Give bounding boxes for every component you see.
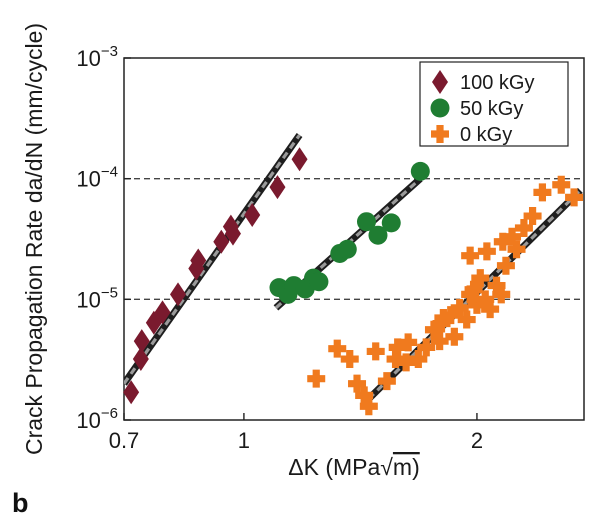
point-1-7 (337, 239, 357, 259)
fit-line-0-dash (124, 134, 301, 385)
point-2-20 (450, 298, 469, 317)
sqrt-symbol: √ (380, 454, 393, 480)
point-0-2 (133, 329, 150, 354)
delta-symbol: Δ (288, 454, 303, 480)
point-1-8 (356, 212, 376, 232)
data-points (123, 147, 584, 416)
point-2-21 (457, 310, 476, 329)
point-2-34 (503, 227, 522, 246)
legend-marker-1 (430, 98, 450, 118)
x-axis-label: ΔK (MPa√m) (288, 454, 420, 480)
point-2-12 (409, 350, 428, 369)
point-2-35 (507, 240, 526, 259)
point-0-13 (291, 147, 308, 172)
point-2-18 (441, 306, 460, 325)
y-axis-label: Crack Propagation Rate da/dN (mm/cycle) (21, 23, 47, 455)
y-axis-ticks: 10−3 10−4 10−5 10−6 (76, 43, 131, 433)
point-0-12 (269, 175, 286, 200)
point-2-25 (471, 269, 490, 288)
point-2-36 (514, 219, 533, 238)
reference-lines (124, 177, 584, 301)
point-0-7 (190, 248, 207, 273)
point-0-8 (213, 229, 230, 254)
point-2-40 (565, 188, 584, 207)
point-2-9 (388, 338, 407, 357)
point-2-8 (386, 350, 405, 369)
legend-marker-2 (431, 125, 449, 143)
point-1-9 (368, 225, 388, 245)
point-2-19 (445, 327, 464, 346)
point-2-32 (477, 242, 496, 261)
x-tick-label-1: 1 (238, 428, 250, 453)
point-2-31 (461, 246, 480, 265)
panel-label: b (12, 488, 29, 518)
point-2-33 (493, 232, 512, 251)
x-unit-m: m) (393, 454, 420, 480)
legend-label-0: 100 kGy (460, 72, 534, 94)
plot-frame (123, 57, 585, 421)
point-2-13 (417, 338, 436, 357)
point-1-11 (410, 161, 430, 181)
point-2-7 (377, 372, 396, 391)
point-0-10 (222, 214, 239, 239)
point-2-28 (487, 276, 506, 295)
y-tick-label-0: 10−3 (76, 43, 118, 71)
series-2 (307, 175, 584, 416)
x-tick-label-2: 2 (471, 428, 483, 453)
legend-label-2: 0 kGy (460, 124, 512, 146)
point-2-2 (340, 350, 359, 369)
point-2-24 (467, 295, 486, 314)
legend-label-1: 50 kGy (460, 98, 523, 120)
legend-marker-0 (432, 70, 448, 94)
point-2-14 (424, 320, 443, 339)
point-2-37 (523, 207, 542, 226)
point-2-23 (464, 280, 483, 299)
point-1-5 (309, 272, 329, 292)
y-tick-label-3: 10−6 (76, 405, 118, 433)
point-1-10 (381, 213, 401, 233)
point-2-38 (533, 183, 552, 202)
point-0-1 (132, 347, 149, 372)
point-2-4 (355, 386, 374, 405)
point-2-26 (476, 290, 495, 309)
point-0-0 (123, 380, 140, 405)
point-2-0 (307, 369, 326, 388)
x-tick-label-0: 0.7 (109, 428, 140, 453)
point-2-30 (496, 256, 515, 275)
series-1 (269, 161, 430, 304)
point-2-10 (397, 353, 416, 372)
point-0-5 (170, 282, 187, 307)
point-2-39 (552, 175, 571, 194)
point-2-3 (348, 374, 367, 393)
x-axis-ticks: 0.7 1 2 (109, 413, 483, 453)
point-2-15 (430, 332, 449, 351)
point-0-4 (154, 300, 171, 325)
legend: 100 kGy 50 kGy 0 kGy (419, 61, 569, 147)
point-0-11 (244, 202, 261, 227)
point-2-5 (359, 397, 378, 416)
point-2-11 (399, 333, 418, 352)
series-0 (123, 147, 308, 405)
y-tick-label-1: 10−4 (76, 164, 118, 192)
point-2-29 (492, 285, 511, 304)
point-2-6 (366, 342, 385, 361)
y-tick-label-2: 10−5 (76, 284, 118, 312)
point-2-1 (328, 339, 347, 358)
point-2-27 (481, 300, 500, 319)
